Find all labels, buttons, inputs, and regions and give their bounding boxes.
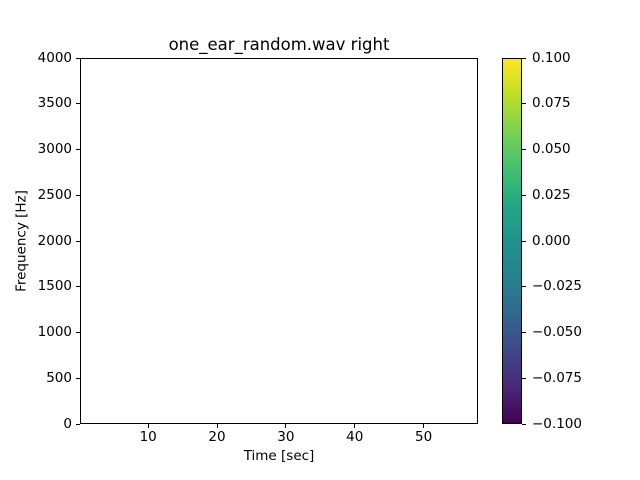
colorbar-tick-label: −0.025 xyxy=(532,278,582,295)
colorbar-tick-label: −0.075 xyxy=(532,369,582,386)
y-tick-mark xyxy=(76,332,80,333)
x-tick-mark xyxy=(285,424,287,428)
colorbar-gradient xyxy=(502,58,522,424)
colorbar-tick-mark xyxy=(522,286,526,288)
y-tick-mark xyxy=(76,240,80,242)
colorbar-tick-label: 0.100 xyxy=(532,49,571,66)
colorbar-tick-label: −0.050 xyxy=(532,324,582,340)
x-tick-label: 30 xyxy=(277,429,295,445)
colorbar-tick-mark xyxy=(522,423,526,425)
colorbar-tick-mark xyxy=(522,332,526,333)
colorbar-tick-label: 0.075 xyxy=(532,95,571,112)
y-tick-label: 500 xyxy=(46,369,72,386)
y-tick-mark xyxy=(76,57,80,59)
colorbar-tick-mark xyxy=(522,240,526,242)
colorbar-tick-label: 0.050 xyxy=(532,141,571,157)
x-tick-mark xyxy=(147,424,149,428)
y-tick-mark xyxy=(76,103,80,105)
y-tick-mark xyxy=(76,286,80,288)
colorbar-tick-label: 0.000 xyxy=(532,232,571,249)
colorbar-tick-mark xyxy=(522,149,526,150)
plot-area xyxy=(80,58,478,424)
y-tick-label: 3500 xyxy=(37,95,72,112)
y-tick-label: 1500 xyxy=(37,278,72,295)
y-tick-label: 3000 xyxy=(37,141,72,157)
colorbar-tick-label: 0.025 xyxy=(532,186,571,203)
colorbar-tick-mark xyxy=(522,377,526,379)
y-axis-label: Frequency [Hz] xyxy=(13,190,30,292)
x-tick-label: 40 xyxy=(346,429,364,445)
y-tick-label: 1000 xyxy=(37,324,72,340)
x-tick-mark xyxy=(216,424,218,428)
colorbar-tick-label: −0.100 xyxy=(532,415,582,432)
y-tick-label: 2500 xyxy=(37,186,72,203)
colorbar-tick-mark xyxy=(522,57,526,59)
x-tick-mark xyxy=(423,424,425,428)
chart-title: one_ear_random.wav right xyxy=(168,35,390,54)
colorbar-tick-mark xyxy=(522,103,526,105)
y-tick-label: 0 xyxy=(63,415,72,432)
y-tick-mark xyxy=(76,377,80,379)
y-tick-label: 2000 xyxy=(37,232,72,249)
y-tick-mark xyxy=(76,194,80,196)
x-tick-label: 10 xyxy=(139,429,157,445)
x-tick-label: 20 xyxy=(208,429,226,445)
y-tick-mark xyxy=(76,149,80,150)
x-axis-label: Time [sec] xyxy=(243,448,315,464)
y-tick-mark xyxy=(76,423,80,425)
x-tick-label: 50 xyxy=(415,429,433,445)
colorbar-tick-mark xyxy=(522,194,526,196)
y-tick-label: 4000 xyxy=(37,49,72,66)
x-tick-mark xyxy=(354,424,356,428)
